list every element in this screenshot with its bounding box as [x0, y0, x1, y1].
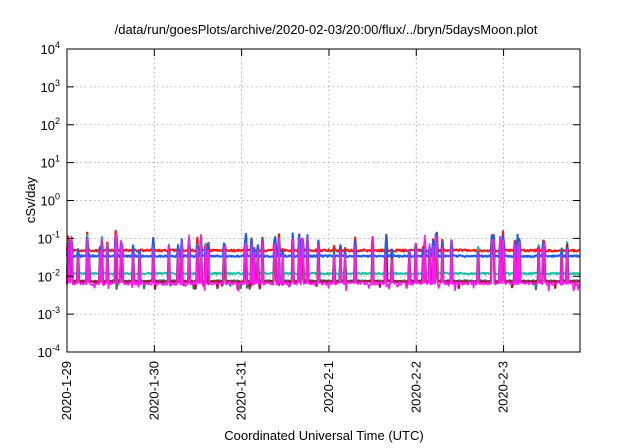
y-tick-exponent: -1: [52, 229, 60, 239]
chart-title: /data/run/goesPlots/archive/2020-02-03/2…: [115, 22, 538, 37]
series-line: [66, 233, 581, 292]
y-tick-exponent: 3: [55, 78, 60, 88]
y-tick-label: 10-2: [38, 267, 60, 284]
x-tick-label: 2020-2-3: [496, 361, 511, 413]
y-tick-mantissa: 10: [38, 269, 52, 284]
x-tick-label: 2020-1-31: [234, 361, 249, 420]
grid-lines: [66, 49, 580, 352]
y-tick-exponent: 0: [55, 192, 60, 202]
y-tick-label: 103: [41, 78, 60, 95]
y-tick-mantissa: 10: [41, 118, 55, 133]
y-tick-mantissa: 10: [38, 345, 52, 360]
y-tick-mantissa: 10: [41, 80, 55, 95]
y-tick-exponent: 1: [55, 154, 60, 164]
x-axis-ticks: 2020-1-29 2020-1-30 2020-1-31 2020-2-1 2020-…: [59, 49, 511, 420]
y-tick-mantissa: 10: [38, 307, 52, 322]
y-tick-exponent: -2: [52, 267, 60, 277]
y-tick-mantissa: 10: [41, 194, 55, 209]
x-tick-label: 2020-1-29: [59, 361, 74, 420]
y-tick-exponent: 4: [55, 40, 60, 50]
y-tick-label: 101: [41, 154, 60, 171]
y-tick-exponent: 2: [55, 116, 60, 126]
y-tick-mantissa: 10: [41, 42, 55, 57]
y-tick-label: 10-1: [38, 229, 60, 246]
y-tick-mantissa: 10: [38, 231, 52, 246]
y-axis-label: cSv/day: [23, 176, 38, 223]
y-tick-label: 104: [41, 40, 60, 57]
y-tick-mantissa: 10: [41, 156, 55, 171]
x-axis-label: Coordinated Universal Time (UTC): [224, 428, 423, 443]
y-tick-exponent: -4: [52, 343, 60, 353]
y-tick-label: 102: [41, 116, 60, 133]
x-tick-label: 2020-1-30: [146, 361, 161, 420]
y-tick-label: 10-3: [38, 305, 60, 322]
y-tick-label: 10-4: [38, 343, 60, 360]
x-tick-label: 2020-2-1: [321, 361, 336, 413]
y-tick-label: 100: [41, 192, 60, 209]
x-tick-label: 2020-2-2: [408, 361, 423, 413]
y-tick-exponent: -3: [52, 305, 60, 315]
data-series: [65, 229, 581, 292]
